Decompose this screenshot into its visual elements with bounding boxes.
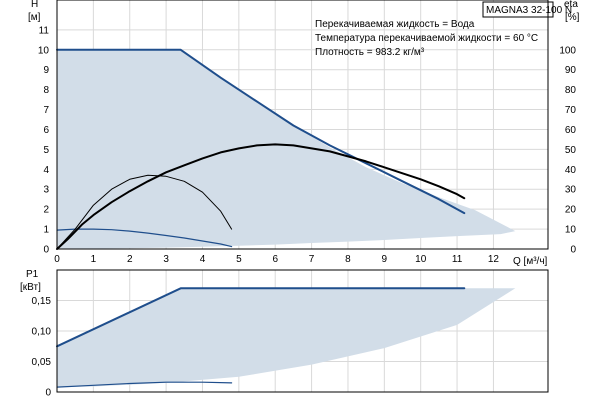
x-tick-label: 3 [163,254,169,265]
x-tick-label: 5 [236,254,242,265]
head-tick-label: 3 [43,185,49,196]
x-tick-label: 1 [91,254,97,265]
head-plot-border [56,0,549,250]
power-tick-label: 0,10 [32,327,52,338]
eta-tick-label: 80 [565,85,577,96]
head-tick-label: 11 [39,25,50,36]
eta-tick-label: 70 [565,105,577,116]
annotation-liquid: Перекачиваемая жидкость = Вода [315,19,475,30]
head-tick-label: 6 [43,125,49,136]
operating-range-area [57,288,516,388]
x-tick-label: 11 [452,254,463,265]
power-tick-label: 0 [45,388,51,399]
power-tick-label: 0,05 [32,357,52,368]
annotation-density: Плотность = 983.2 кг/м³ [315,47,425,58]
operating-range-area [57,49,516,249]
performance-curve [56,228,233,248]
eta-tick-label: 50 [565,145,577,156]
head-tick-label: 1 [43,225,49,236]
flow-axis-label: Q [м³/ч] [513,256,548,267]
annotation-temperature: Температура перекачиваемой жидкости = 60… [315,33,538,44]
eta-axis-unit: [%] [565,12,580,23]
head-tick-label: 5 [43,145,49,156]
head-tick-label: 4 [43,165,49,176]
eta-tick-label: 40 [565,165,577,176]
performance-curve [56,287,466,348]
head-tick-label: 7 [43,105,49,116]
x-tick-label: 10 [415,254,427,265]
model-title: MAGNA3 32-100 N [486,5,572,16]
power-plot-border [56,269,549,393]
x-tick-label: 4 [200,254,206,265]
eta-tick-label: 30 [565,185,577,196]
power-tick-label: 0,15 [32,296,52,307]
head-tick-label: 9 [43,65,49,76]
model-title-box [482,1,554,18]
efficiency-curve [56,174,233,250]
performance-curve [56,48,466,215]
eta-tick-label: 90 [565,65,577,76]
power-axis-label: P1 [26,269,39,280]
eta-tick-label: 0 [570,245,576,256]
eta-tick-label: 20 [565,205,577,216]
head-tick-label: 10 [38,45,50,56]
head-tick-label: 2 [43,205,49,216]
head-axis-unit: [м] [28,12,41,23]
efficiency-curve [56,143,466,250]
x-tick-label: 12 [488,254,500,265]
head-tick-label: 8 [43,85,49,96]
eta-tick-label: 10 [565,225,577,236]
x-tick-label: 7 [309,254,315,265]
x-tick-label: 8 [345,254,351,265]
power-axis-unit: [кВт] [20,282,41,293]
x-tick-label: 6 [272,254,278,265]
head-axis-label: H [31,0,38,10]
x-tick-label: 0 [54,254,60,265]
x-tick-label: 9 [382,254,388,265]
eta-tick-label: 60 [565,125,577,136]
eta-tick-label: 100 [559,45,576,56]
x-tick-label: 2 [127,254,133,265]
eta-axis-label: eta [564,0,578,10]
performance-curve [56,381,233,388]
head-tick-label: 0 [43,245,49,256]
